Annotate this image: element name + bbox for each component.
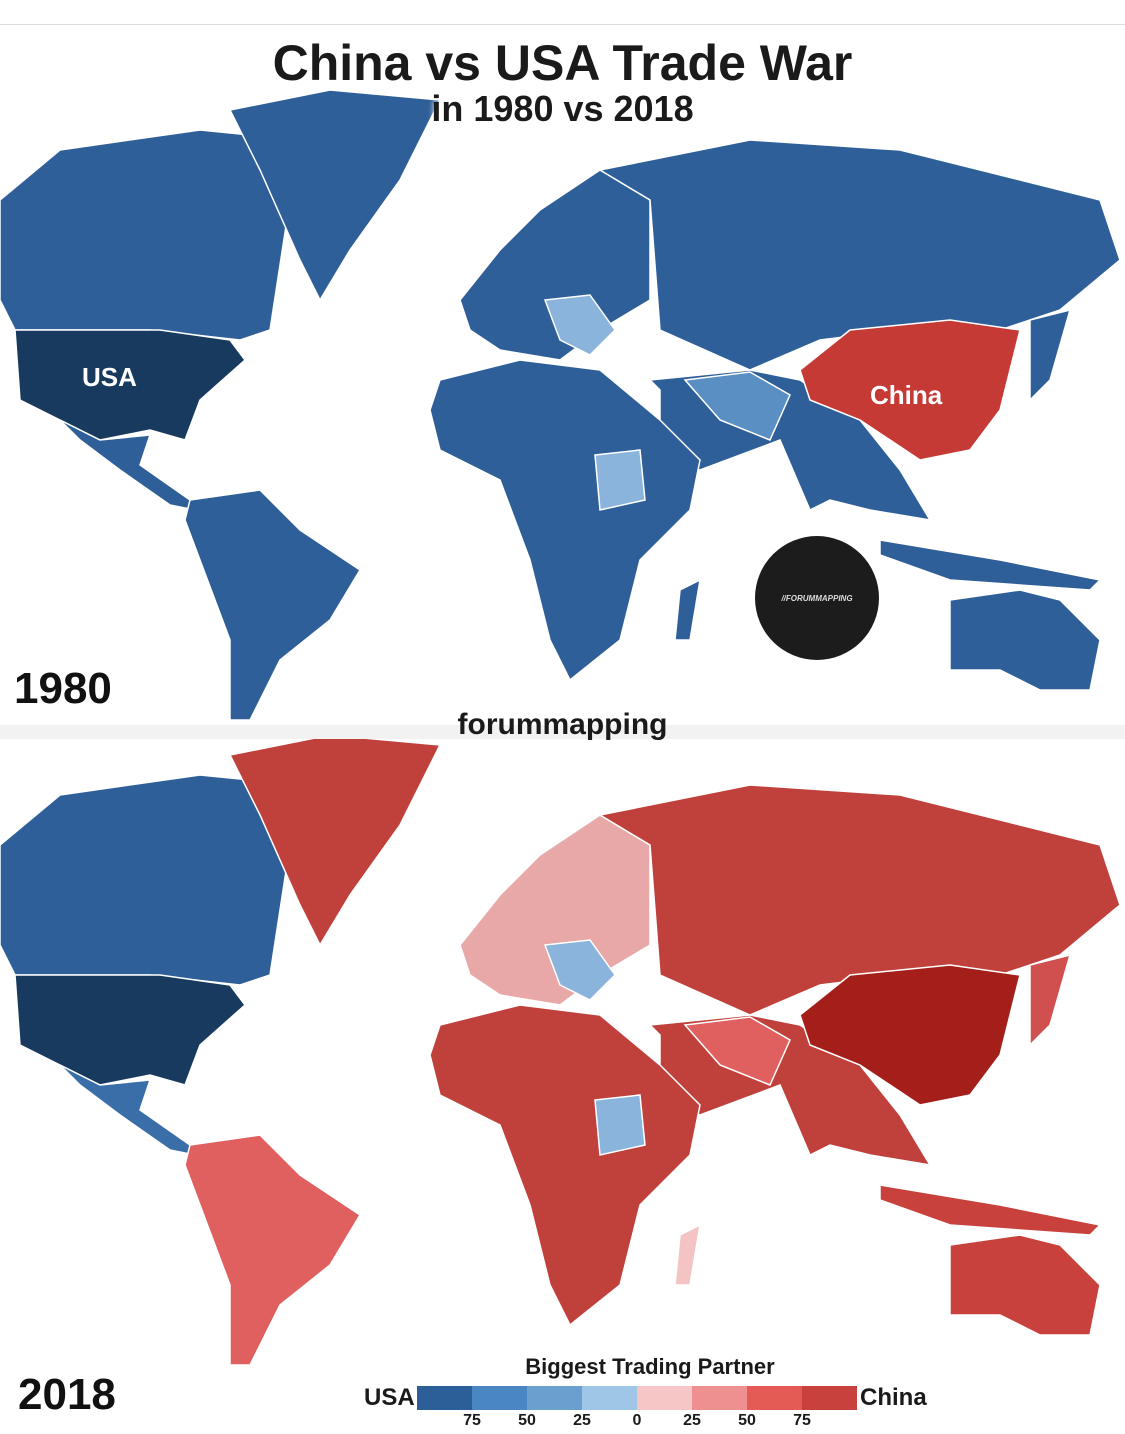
region-eastern-europe: [543, 939, 616, 1001]
page-title: China vs USA Trade War: [272, 35, 853, 91]
legend-swatch: [802, 1386, 857, 1410]
page-subtitle: in 1980 vs 2018: [431, 88, 694, 129]
legend-color-scale: [417, 1386, 857, 1410]
label-china: China: [870, 380, 943, 410]
region-sudan: [594, 1094, 646, 1156]
region-africa: [429, 1004, 701, 1327]
legend-tick: 25: [683, 1412, 701, 1429]
region-japan: [1029, 308, 1072, 402]
region-europe: [459, 814, 651, 1006]
legend-tick: 0: [632, 1412, 642, 1429]
legend-usa-label: USA: [364, 1384, 415, 1411]
region-australia: [949, 1234, 1101, 1336]
region-japan: [1029, 953, 1072, 1047]
legend-swatch: [582, 1386, 637, 1410]
region-greenland: [228, 89, 442, 302]
year-2018: 2018: [18, 1370, 116, 1419]
region-europe: [459, 169, 651, 361]
divider: [0, 24, 1125, 25]
region-iran-pakistan: [683, 371, 791, 441]
legend-tick: 50: [518, 1412, 536, 1429]
region-usa: [14, 974, 247, 1086]
legend-china-label: China: [860, 1384, 927, 1411]
legend-swatch: [472, 1386, 527, 1410]
panel-divider: [0, 725, 1125, 739]
legend: Biggest Trading Partner USA China 75 50 25…: [360, 1352, 940, 1432]
legend-swatch: [637, 1386, 692, 1410]
legend-swatch: [747, 1386, 802, 1410]
legend-title: Biggest Trading Partner: [525, 1354, 775, 1379]
year-1980: 1980: [14, 664, 112, 713]
legend-tick: 50: [738, 1412, 756, 1429]
region-iran-pakistan: [683, 1016, 791, 1086]
region-madagascar: [674, 578, 701, 641]
region-south-america: [184, 489, 362, 721]
legend-swatch: [527, 1386, 582, 1410]
region-indonesia: [879, 539, 1102, 591]
region-madagascar: [674, 1223, 701, 1286]
legend-tick: 25: [573, 1412, 591, 1429]
region-sudan: [594, 449, 646, 511]
map-2018: [0, 734, 1121, 1366]
region-indonesia: [879, 1184, 1102, 1236]
legend-tick: 75: [793, 1412, 811, 1429]
region-canada: [0, 774, 301, 986]
region-africa: [429, 359, 701, 682]
region-china: [799, 319, 1021, 461]
watermark: forummapping: [457, 708, 668, 741]
region-south-america: [184, 1134, 362, 1366]
label-usa: USA: [82, 362, 137, 392]
legend-swatch: [692, 1386, 747, 1410]
forummapping-logo: //FORUMMAPPING: [755, 536, 879, 660]
region-canada: [0, 129, 301, 341]
region-china: [799, 964, 1021, 1106]
region-australia: [949, 589, 1101, 691]
region-usa: [14, 329, 247, 441]
region-eastern-europe: [543, 294, 616, 356]
legend-tick: 75: [463, 1412, 481, 1429]
legend-swatch: [417, 1386, 472, 1410]
map-1980: [0, 89, 1121, 721]
